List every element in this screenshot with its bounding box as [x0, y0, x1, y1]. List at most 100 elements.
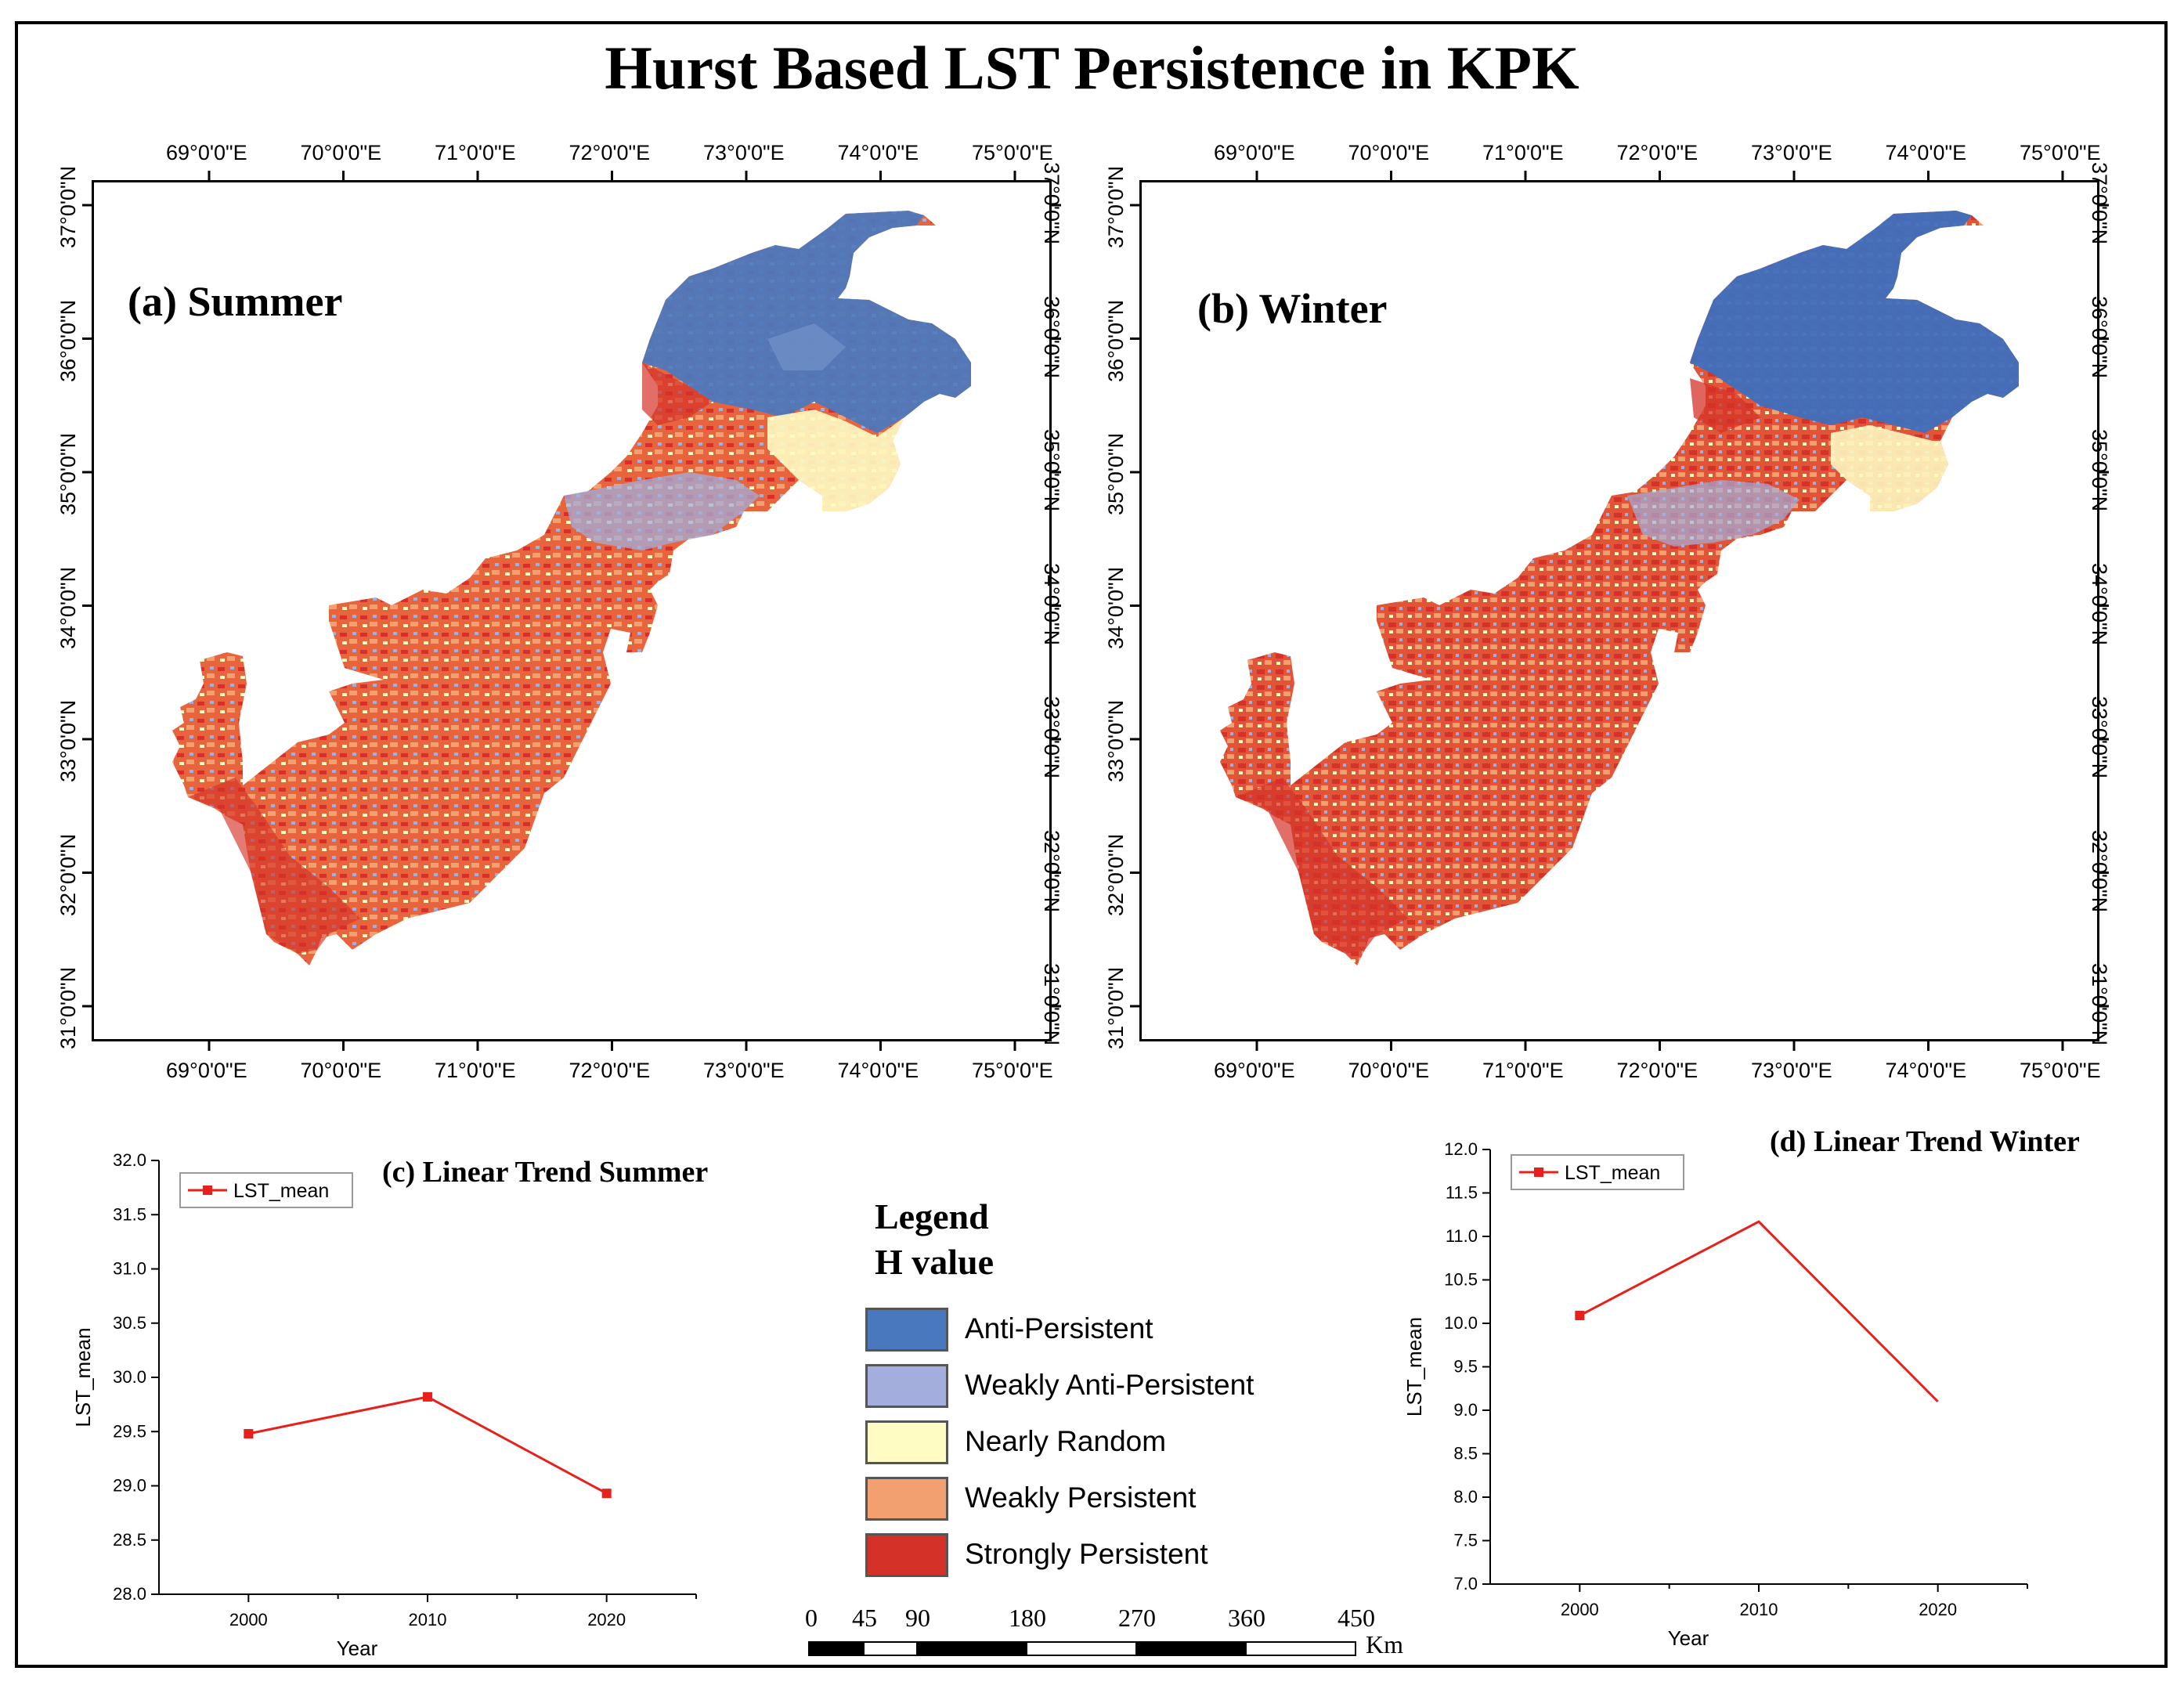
longitude-label: 75°0'0"E — [972, 1059, 1053, 1082]
longitude-label: 69°0'0"E — [1214, 141, 1295, 164]
longitude-label: 70°0'0"E — [300, 1059, 382, 1082]
longitude-label: 71°0'0"E — [435, 1059, 516, 1082]
x-tick-label: 2000 — [1561, 1600, 1599, 1619]
longitude-label: 70°0'0"E — [300, 141, 382, 164]
longitude-label: 69°0'0"E — [166, 1059, 247, 1082]
series-line — [248, 1395, 608, 1495]
x-axis-title: Year — [1668, 1626, 1709, 1650]
y-tick-label: 28.0 — [113, 1584, 146, 1604]
chart-legend-label: LST_mean — [1565, 1162, 1660, 1184]
summer-map-label: (a) Summer — [128, 278, 343, 325]
summer-map — [92, 180, 1052, 1041]
y-tick-label: 10.5 — [1444, 1270, 1478, 1290]
y-tick-label: 11.0 — [1446, 1226, 1478, 1246]
chart-legend-label: LST_mean — [233, 1180, 329, 1202]
longitude-label: 73°0'0"E — [703, 141, 785, 164]
y-tick-label: 31.0 — [113, 1259, 146, 1279]
map-tick-marks — [82, 171, 1061, 1051]
legend-label: Weakly Persistent — [965, 1481, 1197, 1514]
summer-map-canvas — [172, 211, 971, 965]
latitude-label: 31°0'0"N — [1104, 966, 1128, 1049]
series-line — [1579, 1220, 1939, 1402]
x-tick-label: 2010 — [409, 1610, 447, 1629]
kpk-province-shape-winter — [1220, 211, 2019, 965]
y-tick-label: 31.5 — [113, 1204, 146, 1224]
y-tick-label: 8.0 — [1453, 1487, 1478, 1507]
y-tick-label: 29.0 — [113, 1476, 146, 1496]
x-tick-label: 2020 — [1919, 1600, 1957, 1619]
longitude-label: 71°0'0"E — [435, 141, 516, 164]
y-tick-label: 32.0 — [113, 1150, 146, 1170]
longitude-label: 74°0'0"E — [1885, 141, 1967, 164]
latitude-label: 32°0'0"N — [1104, 833, 1128, 916]
legend-title: Legend H value — [875, 1194, 994, 1285]
longitude-label: 73°0'0"E — [1751, 141, 1832, 164]
kpk-province-shape — [172, 211, 971, 965]
x-axis-title: Year — [337, 1637, 378, 1660]
legend-heading: Legend — [875, 1196, 989, 1236]
data-point — [1575, 1311, 1585, 1321]
longitude-label: 70°0'0"E — [1348, 141, 1430, 164]
longitude-label: 75°0'0"E — [2020, 1059, 2101, 1082]
longitude-label: 71°0'0"E — [1482, 1059, 1564, 1082]
legend-label: Weakly Anti-Persistent — [965, 1369, 1254, 1401]
y-tick-label: 10.0 — [1444, 1313, 1478, 1333]
longitude-label: 72°0'0"E — [1616, 141, 1698, 164]
scale-tick-label: 180 — [1009, 1604, 1046, 1632]
longitude-label: 75°0'0"E — [972, 141, 1053, 164]
y-tick-label: 11.5 — [1446, 1183, 1478, 1203]
x-tick-label: 2010 — [1740, 1600, 1778, 1619]
summer-chart-label: (c) Linear Trend Summer — [382, 1156, 709, 1189]
latitude-label: 33°0'0"N — [56, 699, 80, 782]
y-tick-label: 29.5 — [113, 1421, 146, 1441]
scale-unit: Km — [1366, 1630, 1403, 1658]
figure-title: Hurst Based LST Persistence in KPK — [605, 34, 1579, 102]
map-tick-marks — [1130, 171, 2109, 1051]
legend-swatch — [865, 1477, 948, 1521]
y-tick-label: 7.0 — [1453, 1574, 1478, 1593]
scale-tick-label: 450 — [1337, 1604, 1375, 1632]
latitude-label: 32°0'0"N — [56, 833, 80, 916]
winter-chart-label: (d) Linear Trend Winter — [1770, 1125, 2080, 1158]
legend-swatch — [865, 1364, 948, 1408]
winter-map-label: (b) Winter — [1197, 285, 1388, 332]
legend-swatch — [865, 1533, 948, 1577]
chart-legend-marker — [203, 1186, 212, 1195]
y-tick-label: 30.0 — [113, 1367, 146, 1387]
legend-label: Nearly Random — [965, 1425, 1167, 1457]
summer-trend-chart: 28.0 28.5 29.0 29.5 30.0 30.5 31.0 31.5 32.0 2000… — [71, 1150, 697, 1660]
latitude-label: 34°0'0"N — [1104, 566, 1128, 649]
y-tick-label: 30.5 — [113, 1313, 146, 1333]
latitude-label: 36°0'0"N — [56, 299, 80, 382]
legend-subheading: H value — [875, 1242, 995, 1282]
y-axis-title: LST_mean — [1402, 1317, 1426, 1417]
data-point — [244, 1429, 254, 1439]
latitude-label: 37°0'0"N — [56, 165, 80, 248]
longitude-label: 74°0'0"E — [837, 141, 919, 164]
y-tick-label: 7.5 — [1453, 1531, 1478, 1550]
scale-tick-label: 90 — [905, 1604, 930, 1632]
latitude-label: 33°0'0"N — [1104, 699, 1128, 782]
figure-frame — [15, 21, 2168, 1668]
scale-tick-label: 360 — [1228, 1604, 1265, 1632]
legend-swatch — [865, 1308, 948, 1352]
longitude-label: 71°0'0"E — [1482, 141, 1564, 164]
y-tick-label: 9.0 — [1453, 1400, 1478, 1420]
scale-tick-label: 270 — [1118, 1604, 1156, 1632]
longitude-label: 69°0'0"E — [1214, 1059, 1295, 1082]
y-tick-label: 12.0 — [1444, 1139, 1478, 1159]
latitude-label: 35°0'0"N — [56, 432, 80, 515]
longitude-label: 74°0'0"E — [837, 1059, 919, 1082]
y-tick-label: 28.5 — [113, 1530, 146, 1550]
longitude-label: 75°0'0"E — [2020, 141, 2101, 164]
scale-tick-label: 45 — [852, 1604, 877, 1632]
longitude-label: 73°0'0"E — [1751, 1059, 1832, 1082]
data-point — [423, 1391, 432, 1402]
latitude-label: 37°0'0"N — [1104, 165, 1128, 248]
y-tick-label: 9.5 — [1453, 1357, 1478, 1377]
longitude-label: 74°0'0"E — [1885, 1059, 1967, 1082]
data-point — [601, 1489, 612, 1499]
latitude-label: 31°0'0"N — [56, 966, 80, 1049]
latitude-label: 36°0'0"N — [1104, 299, 1128, 382]
latitude-label: 34°0'0"N — [56, 566, 80, 649]
